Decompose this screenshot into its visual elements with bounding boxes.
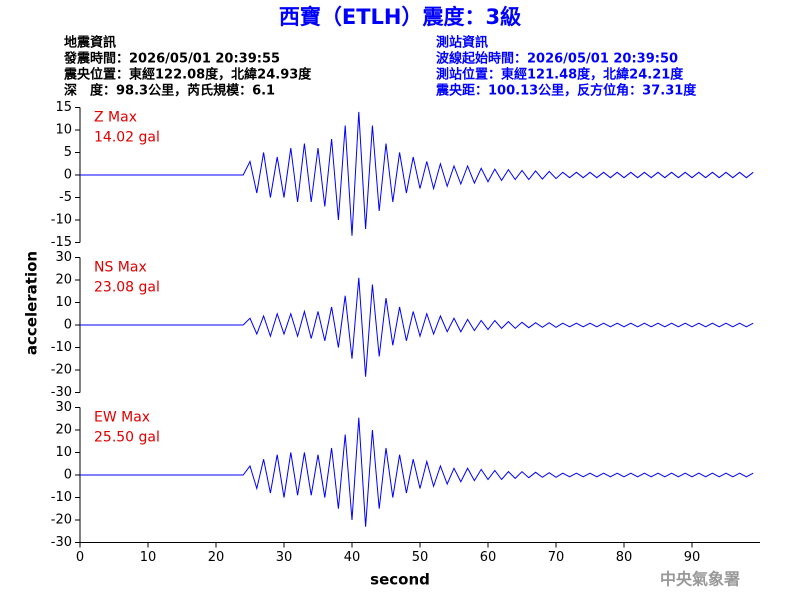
info-line: 震央位置：東經122.08度，北緯24.93度 xyxy=(63,67,312,83)
y-tick-label: 10 xyxy=(55,123,72,138)
x-tick-label: 20 xyxy=(208,550,225,565)
x-tick-label: 50 xyxy=(412,550,429,565)
y-tick-label: -5 xyxy=(59,190,72,205)
y-tick-label: 30 xyxy=(55,400,72,415)
annotation: EW Max xyxy=(94,410,150,426)
y-axis-label: acceleration xyxy=(23,251,41,355)
annotation: 23.08 gal xyxy=(94,280,160,296)
y-tick-label: -10 xyxy=(51,490,72,505)
y-tick-label: -20 xyxy=(51,513,72,528)
y-tick-label: -20 xyxy=(51,363,72,378)
title: 西寶（ETLH）震度：3級 xyxy=(279,5,521,29)
info-line: 波線起始時間：2026/05/01 20:39:50 xyxy=(436,51,678,67)
event-info: 地震資訊 發震時間：2026/05/01 20:39:55 震央位置：東經122… xyxy=(63,35,312,99)
y-tick-label: -30 xyxy=(51,385,72,400)
y-tick-label: 20 xyxy=(55,423,72,438)
y-tick-label: 10 xyxy=(55,295,72,310)
x-tick-label: 10 xyxy=(140,550,157,565)
station-info: 測站資訊 波線起始時間：2026/05/01 20:39:50 測站位置：東經1… xyxy=(435,35,697,99)
x-tick-label: 60 xyxy=(480,550,497,565)
x-tick-label: 0 xyxy=(76,550,84,565)
y-tick-label: -10 xyxy=(51,340,72,355)
y-tick-label: 15 xyxy=(55,100,72,115)
info-line: 測站資訊 xyxy=(436,35,488,51)
y-tick-label: 0 xyxy=(64,318,72,333)
annotation: Z Max xyxy=(94,110,137,126)
waveform xyxy=(80,417,754,527)
x-tick-label: 40 xyxy=(344,550,361,565)
y-tick-label: 0 xyxy=(64,168,72,183)
info-line: 測站位置：東經121.48度，北緯24.21度 xyxy=(436,67,684,83)
info-line: 深 度：98.3公里，芮氏規模：6.1 xyxy=(64,83,275,99)
y-tick-label: 5 xyxy=(64,145,72,160)
info-line: 地震資訊 xyxy=(64,35,116,51)
y-tick-label: -10 xyxy=(51,213,72,228)
y-tick-label: 0 xyxy=(64,468,72,483)
x-tick-label: 70 xyxy=(548,550,565,565)
y-tick-label: -30 xyxy=(51,535,72,550)
y-tick-label: -15 xyxy=(51,235,72,250)
annotation: 14.02 gal xyxy=(94,130,160,146)
y-tick-label: 20 xyxy=(55,273,72,288)
y-tick-label: 10 xyxy=(55,445,72,460)
x-tick-label: 80 xyxy=(616,550,633,565)
x-tick-label: 90 xyxy=(684,550,701,565)
y-tick-label: 30 xyxy=(55,250,72,265)
x-tick-label: 30 xyxy=(276,550,293,565)
annotation: NS Max xyxy=(94,260,147,276)
x-axis-label: second xyxy=(370,571,430,589)
annotation: 25.50 gal xyxy=(94,430,160,446)
footer: 中央氣象署 xyxy=(660,570,740,589)
waveform xyxy=(80,111,754,236)
waveform xyxy=(80,277,754,377)
info-line: 發震時間：2026/05/01 20:39:55 xyxy=(63,51,280,67)
info-line: 震央距：100.13公里，反方位角：37.31度 xyxy=(435,83,697,99)
